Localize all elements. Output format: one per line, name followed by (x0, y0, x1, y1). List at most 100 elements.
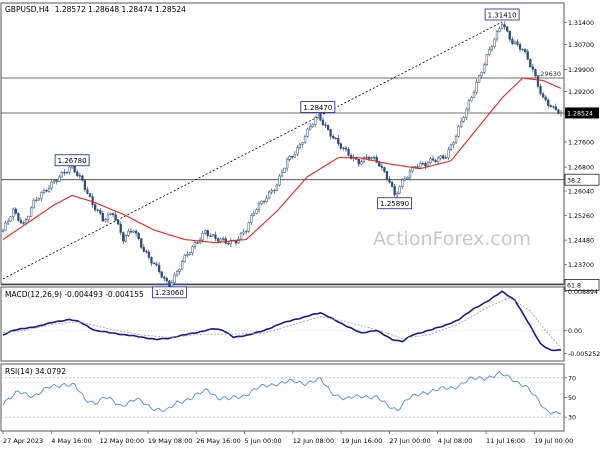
candle (229, 237, 232, 247)
candle (518, 42, 522, 53)
candle (47, 185, 51, 193)
candle (503, 21, 506, 30)
swing-point-label: 1.28470 (300, 101, 336, 113)
candle (554, 103, 558, 111)
time-axis-label: 4 May 16:00 (51, 437, 91, 445)
candle (147, 250, 151, 260)
candle (285, 157, 289, 172)
candle (214, 231, 217, 242)
macd-axis-label: -0.005252 (568, 351, 600, 358)
candle (211, 233, 215, 237)
svg-text:1.25890: 1.25890 (380, 200, 409, 208)
candle (78, 173, 81, 179)
candle (37, 197, 40, 201)
candle (14, 207, 17, 215)
candle (201, 230, 204, 243)
candle (419, 161, 422, 169)
candle (508, 30, 511, 43)
candle (124, 234, 128, 243)
candle (452, 141, 455, 149)
ohlc-values: 1.28572 1.28648 1.28474 1.28524 (55, 5, 186, 14)
candle (342, 146, 345, 151)
price-axis-label: 1.27600 (568, 139, 594, 146)
candle (137, 231, 140, 241)
candle (557, 108, 560, 115)
candle (1, 228, 5, 233)
candle (239, 231, 243, 241)
candle (421, 161, 424, 166)
candle (488, 46, 491, 57)
candle (485, 53, 488, 67)
candle (506, 26, 509, 33)
candle (360, 159, 363, 166)
candle (434, 159, 437, 163)
swing-point-label: 1.31410 (484, 8, 520, 21)
candle (306, 127, 309, 138)
candle (6, 217, 10, 226)
candle (398, 185, 401, 195)
candle (296, 145, 299, 157)
candle (321, 117, 325, 126)
candle (291, 155, 294, 159)
candle (408, 168, 412, 181)
candle (288, 155, 291, 162)
candle (45, 189, 48, 193)
last-price-box: 1.28524 (565, 107, 599, 119)
macd-signal-line (2, 297, 562, 349)
candle (275, 183, 279, 192)
candle (22, 220, 25, 225)
candle (396, 191, 399, 198)
candle (339, 142, 343, 151)
candle (157, 261, 161, 274)
candle (362, 156, 366, 163)
trend-line (2, 21, 503, 280)
macd-panel (0, 286, 565, 362)
candle (165, 276, 168, 283)
candle (191, 245, 194, 256)
svg-text:1.23060: 1.23060 (155, 289, 184, 297)
candle (127, 228, 130, 238)
time-axis-label: 12 May 00:00 (100, 437, 145, 445)
candle (500, 22, 504, 30)
candle (117, 218, 120, 226)
time-axis-label: 4 Jul 08:00 (438, 437, 473, 445)
candle (541, 91, 545, 99)
candle (334, 137, 337, 140)
candle (65, 171, 69, 175)
price-axis-label: 1.29900 (568, 67, 594, 74)
price-panel (0, 2, 565, 285)
candle (106, 212, 110, 223)
candle (173, 272, 176, 285)
candle (181, 259, 184, 270)
candle (278, 173, 281, 187)
candle (309, 123, 312, 131)
candle (326, 124, 330, 131)
candle (513, 40, 517, 45)
candle (314, 115, 317, 128)
rsi-line (2, 370, 562, 415)
candle (324, 121, 327, 128)
candle (462, 115, 465, 123)
candle (475, 79, 478, 95)
price-layer: 1.29630 1.26780 1.23060 1.28470 1.25890 1.314… (1, 8, 564, 299)
candle (544, 94, 547, 102)
candle (429, 157, 432, 165)
candle (30, 205, 33, 218)
candle (549, 104, 552, 108)
candle (480, 71, 483, 79)
candle (372, 155, 376, 161)
candle (68, 165, 71, 175)
candle (442, 154, 445, 160)
candle (186, 250, 189, 258)
time-axis-label: 5 Jun 00:00 (245, 437, 282, 445)
symbol-label: GBPUSD,H4 (5, 5, 50, 14)
time-axis-label: 19 Jun 16:00 (341, 437, 382, 445)
candle (273, 188, 276, 194)
candle (257, 201, 261, 213)
candle (40, 191, 43, 202)
fib-level-label: 1.29630 (534, 70, 561, 78)
candle (552, 105, 555, 109)
candle (431, 155, 435, 162)
candle (521, 48, 524, 51)
